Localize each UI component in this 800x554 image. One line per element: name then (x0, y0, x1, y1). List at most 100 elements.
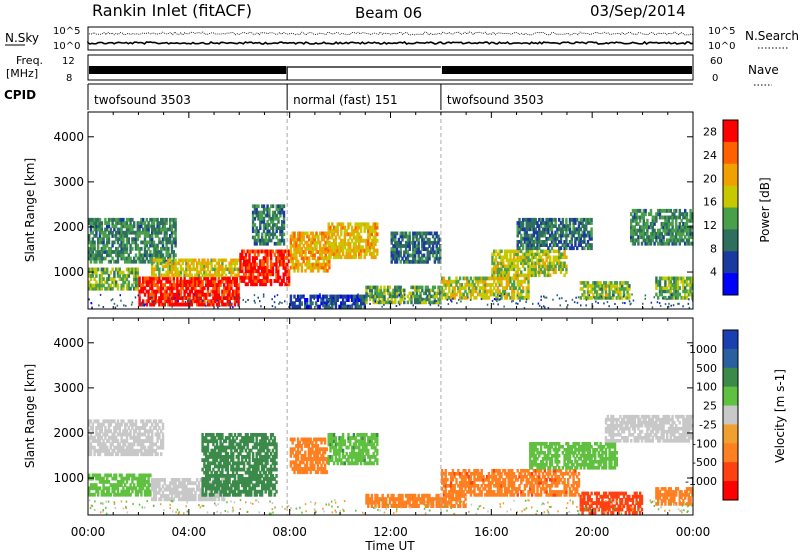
echo-cell (142, 289, 145, 294)
echo-cell (550, 233, 554, 238)
cpid-segment-label-1: normal (fast) 151 (293, 93, 397, 107)
echo-cell (678, 212, 681, 217)
echo-cell (302, 294, 305, 299)
echo-cell (210, 264, 213, 269)
echo-cell (219, 299, 222, 304)
echo-cell (473, 289, 476, 294)
echo-cell (471, 283, 474, 287)
echo-cell (503, 249, 507, 254)
echo-cell (349, 248, 352, 253)
echo-cell (224, 289, 228, 294)
echo-cell (422, 244, 426, 248)
echo-cell (334, 242, 338, 246)
echo-cell (142, 240, 145, 245)
echo-cell (251, 256, 255, 260)
echo-cell (374, 229, 377, 233)
echo-cell (395, 253, 399, 258)
echo-cell (160, 217, 163, 222)
echo-cell (529, 224, 532, 228)
echo-speckle (281, 301, 283, 304)
echo-cell (655, 286, 658, 290)
echo-cell (338, 252, 341, 256)
echo-cell (534, 252, 537, 257)
echo-cell (169, 217, 172, 222)
echo-cell (511, 286, 514, 290)
echo-cell (100, 492, 103, 497)
echo-cell (464, 283, 467, 287)
echo-cell (329, 298, 332, 302)
echo-cell (233, 302, 237, 307)
echo-cell (262, 216, 266, 221)
echo-cell (169, 240, 172, 245)
echo-cell (205, 455, 208, 459)
echo-cell (525, 255, 528, 260)
echo-cell (408, 231, 411, 236)
echo-speckle (331, 306, 333, 309)
echo-cell (102, 486, 105, 491)
echo-cell (160, 429, 163, 434)
echo-cell (156, 445, 159, 450)
echo-cell (97, 256, 100, 261)
echo-cell (118, 217, 121, 222)
echo-cell (165, 270, 168, 275)
echo-cell (89, 448, 93, 453)
echo-cell (291, 265, 294, 270)
echo-cell (581, 240, 584, 244)
echo-cell (671, 222, 674, 226)
echo-cell (129, 259, 132, 264)
echo-cell (660, 292, 663, 297)
echo-cell (577, 224, 581, 228)
echo-cell (381, 294, 384, 299)
echo-cell (538, 227, 541, 232)
echo-cell (169, 283, 172, 287)
echo-cell (676, 292, 680, 297)
echo-cell (133, 286, 136, 291)
echo-cell (306, 259, 309, 264)
freq-trace-block-0 (89, 66, 287, 74)
echo-cell (671, 212, 674, 217)
echo-cell (242, 259, 246, 264)
echo-cell (287, 282, 291, 287)
echo-speckle (515, 302, 517, 305)
echo-cell (161, 264, 165, 269)
echo-cell (334, 248, 338, 253)
echo-cell (437, 285, 440, 290)
echo-cell (201, 292, 204, 297)
echo-cell (511, 289, 514, 294)
echo-cell (266, 241, 269, 246)
echo-cell (104, 227, 107, 232)
echo-cell (631, 225, 635, 230)
echo-cell (151, 481, 154, 486)
echo-cell (269, 279, 273, 283)
echo-cell (372, 225, 375, 230)
echo-cell (520, 255, 523, 260)
echo-cell (185, 494, 188, 498)
echo-cell (514, 252, 518, 257)
echo-cell (343, 225, 347, 230)
echo-cell (106, 250, 109, 254)
echo-cell (311, 240, 315, 245)
echo-cell (370, 294, 374, 299)
echo-cell (131, 240, 134, 245)
echo-cell (340, 222, 343, 227)
echo-cell (151, 478, 154, 482)
echo-cell (192, 276, 195, 281)
echo-cell (100, 224, 103, 229)
echo-cell (282, 262, 285, 267)
echo-cell (125, 267, 129, 272)
echo-cell (392, 237, 395, 242)
echo-cell (102, 483, 105, 487)
echo-cell (298, 234, 302, 239)
echo-cell (552, 264, 555, 269)
echo-cell (149, 296, 152, 300)
echo-speckle (503, 293, 506, 296)
echo-cell (91, 445, 94, 450)
echo-cell (133, 277, 136, 281)
echo-cell (264, 226, 267, 230)
echo-cell (395, 288, 399, 293)
echo-cell (251, 210, 255, 215)
echo-cell (142, 221, 145, 225)
echo-cell (120, 227, 123, 232)
echo-cell (287, 259, 291, 264)
echo-cell (340, 304, 343, 309)
